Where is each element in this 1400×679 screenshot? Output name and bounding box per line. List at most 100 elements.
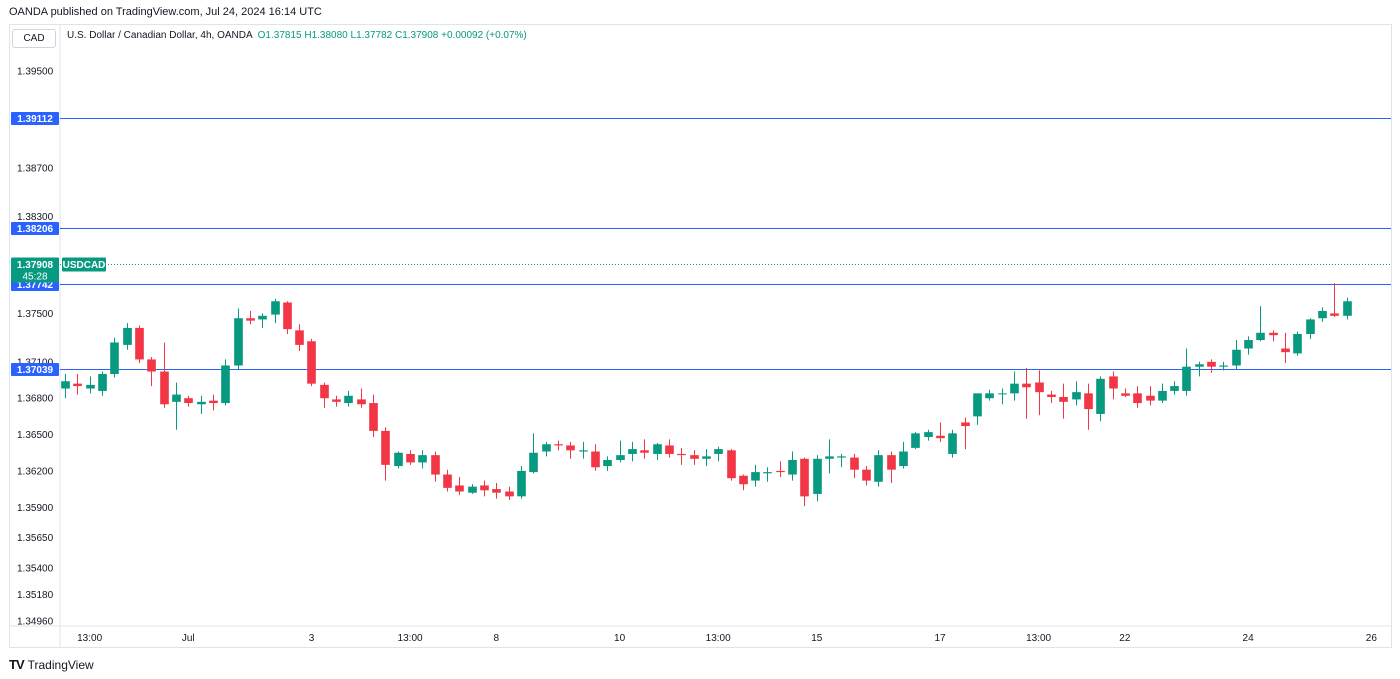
time-tick-label: Jul [182,633,195,644]
candle-body [1084,393,1093,410]
candle [1109,371,1118,400]
candle-body [739,475,748,485]
time-tick-label: 13:00 [1026,633,1051,644]
symbol-tag-bg [62,257,106,272]
candle-body [135,327,144,360]
candle-body [727,450,736,479]
candle [1219,361,1228,371]
candle [1121,388,1130,397]
price-tick-label: 1.38700 [17,163,54,174]
price-axis: 1.39500 1.38700 1.38300 1.37500 1.37100 1.368… [17,67,54,628]
candle [320,382,329,408]
candle [1306,318,1315,339]
candle [800,457,809,507]
time-axis: 13:00 Jul 3 13:00 8 10 13:00 15 17 13:00 22 24 26 [77,633,1377,644]
candle [1072,381,1081,406]
candle-body [653,444,662,454]
candle [123,323,132,350]
candle-body [1170,386,1179,391]
candle-body [1244,340,1253,349]
currency-selector[interactable]: CAD [12,29,56,48]
candle [332,395,341,407]
candle-body [788,459,797,475]
candle [1182,348,1191,396]
candle-body [751,472,760,481]
ohlc-values: O1.37815 H1.38080 L1.37782 C1.37908 +0.0… [257,30,527,41]
candle [1084,383,1093,430]
time-tick-label: 26 [1366,633,1378,644]
candle-body [369,403,378,431]
candle [455,476,464,496]
candle-body [1010,383,1019,394]
candle [505,486,514,500]
candle-body [985,393,994,399]
candle [1096,376,1105,422]
candle [1343,297,1352,320]
candle-body [948,433,957,454]
candle-body [677,453,686,456]
candle [517,466,526,499]
candle-body [1158,390,1167,401]
candle [209,394,218,411]
candle-body [825,456,834,459]
candle [603,456,612,471]
time-tick-label: 24 [1243,633,1255,644]
candle [961,417,970,450]
candle-body [147,359,156,372]
candle [246,310,255,325]
symbol-tag: USDCAD [63,260,106,271]
candle [307,338,316,387]
candle-body [776,470,785,473]
candle [998,388,1007,405]
candle-body [221,365,230,404]
candle-body [1133,393,1142,404]
candle-body [763,472,772,474]
candle [837,453,846,468]
candle [406,450,415,465]
candle [936,422,945,442]
grid [9,25,1391,648]
candle [702,449,711,467]
price-tick-label: 1.37100 [17,357,54,368]
candle [1047,390,1056,404]
candle-body [492,489,501,493]
candle [714,446,723,462]
candle [542,441,551,457]
candle [554,440,563,451]
candle [480,480,489,497]
candle [271,298,280,324]
candle [825,439,834,474]
candle [948,429,957,458]
candle-body [86,384,95,389]
candles [61,283,1352,507]
candle [73,373,82,395]
candle [1269,330,1278,342]
candle-body [714,449,723,454]
price-tick-label: 1.35900 [17,503,54,514]
candle [776,461,785,477]
candle [283,301,292,334]
candle-body [579,450,588,452]
candle-body [480,485,489,491]
candle [628,441,637,462]
candle [135,325,144,364]
candle [1195,361,1204,377]
time-tick-label: 3 [309,633,315,644]
candle-body [800,458,809,497]
candle [751,464,760,487]
candle-body [258,315,267,320]
level-label: 1.39112 [17,114,53,125]
candle-body [1121,393,1130,396]
footer-branding[interactable]: TV TradingView [9,657,94,672]
candle [579,441,588,459]
price-tick-label: 1.36800 [17,394,54,405]
candle [1133,386,1142,408]
candle-body [529,452,538,473]
candle-body [591,451,600,468]
candle [110,337,119,378]
candle-body [394,452,403,467]
price-tick-label: 1.34960 [17,617,54,628]
candle [653,443,662,460]
tradingview-logo-icon: TV [9,657,25,672]
